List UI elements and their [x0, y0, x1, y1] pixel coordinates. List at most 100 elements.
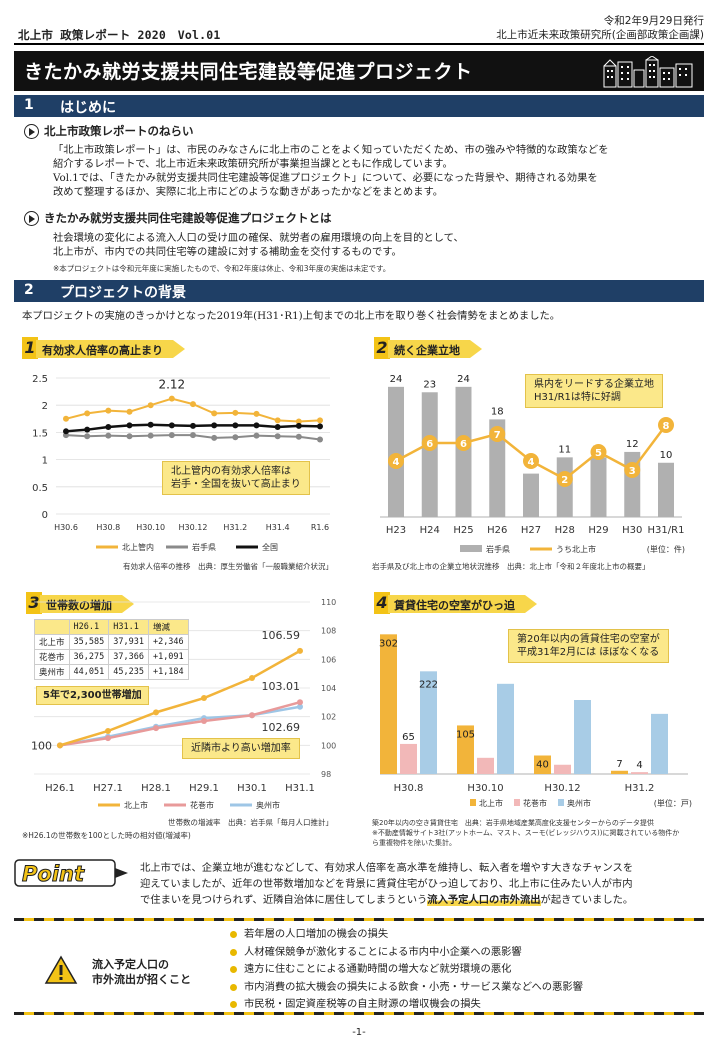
- peak-label: 2.12: [158, 378, 185, 392]
- table-header-row: H26.1 H31.1 増減: [34, 619, 189, 635]
- legend-label: 奥州市: [256, 800, 280, 810]
- data-point: [274, 417, 281, 424]
- data-point: [190, 432, 196, 439]
- y-tick-label: 102: [321, 713, 336, 722]
- household-table: H26.1 H31.1 増減 北上市 35,585 37,931 +2,346 …: [34, 619, 189, 680]
- table-cell: 37,931: [108, 634, 149, 650]
- impact-label-line: 市外流出が招くこと: [92, 973, 191, 986]
- chart1-svg: 0 0.5 1 1.5 2 2.5 H30.6 H30.8 H30.10 H30.12 H31.2 H…: [32, 374, 333, 571]
- bar: [380, 634, 397, 774]
- x-tick-label: H29: [588, 525, 608, 536]
- legend-label: 花巻市: [190, 800, 214, 810]
- bar: [658, 462, 674, 517]
- point-value-label: 7: [494, 430, 501, 441]
- data-point: [317, 423, 323, 430]
- x-tick-label: H31.1: [285, 783, 315, 794]
- chart2-title: 2 続く企業立地: [374, 337, 534, 360]
- data-point: [590, 444, 607, 460]
- point-value-label: 5: [595, 448, 602, 459]
- y-tick-label: 1: [42, 456, 48, 467]
- bar-value-label: 40: [536, 760, 549, 771]
- x-tick-label: H30.10: [467, 783, 503, 794]
- x-tick-label: H30: [622, 525, 642, 536]
- legend-label: 岩手県: [192, 542, 216, 552]
- table-cell: 45,235: [108, 664, 149, 680]
- point-value-label: 6: [460, 439, 467, 450]
- x-tick-label: H24: [420, 525, 440, 536]
- impact-list: 若年層の人口増加の機会の損失 人材確保競争が激化することによる市内中小企業への悪…: [228, 926, 583, 1014]
- play-circle-icon: [24, 124, 39, 139]
- end-value-label: 106.59: [262, 629, 301, 642]
- aim-line: 紹介するレポートで、北上市近未来政策研究所が事業担当課とともに作成しています。: [53, 158, 453, 170]
- bar-value-label: 11: [558, 444, 571, 455]
- table-cell: 36,275: [68, 649, 110, 665]
- x-tick-label: H29.1: [189, 783, 219, 794]
- x-tick-label: H28.1: [141, 783, 171, 794]
- x-tick-label: H23: [386, 525, 406, 536]
- bar: [421, 392, 438, 517]
- hazard-stripe-bottom: [14, 1012, 704, 1015]
- y-tick-label: 106: [321, 655, 336, 664]
- data-point: [105, 735, 111, 742]
- x-tick-label: H30.1: [237, 783, 267, 794]
- bar: [455, 386, 472, 517]
- bar: [590, 457, 607, 517]
- data-point: [126, 422, 133, 429]
- table-cell: 北上市: [34, 634, 70, 650]
- chart2-callout: 県内をリードする企業立地 H31/R1は特に好調: [525, 374, 663, 408]
- y-tick-label: 98: [321, 770, 331, 779]
- table-row: 北上市 35,585 37,931 +2,346: [34, 634, 189, 650]
- data-point: [232, 422, 239, 429]
- impact-label: 流入予定人口の 市外流出が招くこと: [92, 957, 191, 987]
- table-header-cell: H26.1: [68, 619, 110, 635]
- bar-value-label: 222: [419, 679, 438, 690]
- section-number: 1: [24, 97, 34, 113]
- title-bar: きたかみ就労支援共同住宅建設等促進プロジェクト: [14, 51, 704, 91]
- data-point: [105, 407, 112, 414]
- chart4-title: 4 賃貸住宅の空室がひっ迫: [374, 592, 564, 615]
- warning-icon: [44, 955, 78, 989]
- point-value-label: 6: [426, 439, 433, 450]
- bar: [388, 386, 404, 517]
- data-point: [556, 471, 573, 487]
- data-point: [190, 401, 196, 408]
- data-point: [297, 647, 303, 654]
- aim-line: 「北上市政策レポート」は、市民のみなさんに北上市のことをよく知っていただくため、…: [53, 144, 609, 156]
- section-number: 2: [24, 282, 34, 298]
- data-point: [388, 453, 404, 469]
- point-badge-svg: Point: [14, 859, 128, 887]
- unit-label: (単位：戸): [654, 798, 692, 808]
- play-circle-icon: [24, 211, 39, 226]
- bar: [523, 473, 539, 517]
- bar: [611, 770, 628, 774]
- page-title: きたかみ就労支援共同住宅建設等促進プロジェクト: [24, 61, 473, 83]
- y-tick-label: 100: [321, 741, 336, 750]
- bar-value-label: 12: [626, 439, 639, 450]
- subheading-project: きたかみ就労支援共同住宅建設等促進プロジェクトとは: [24, 210, 332, 226]
- series-line: [59, 649, 301, 747]
- bar-value-label: 23: [423, 379, 436, 390]
- data-point: [211, 434, 218, 441]
- y-tick-label: 1.5: [32, 428, 48, 439]
- x-tick-label: H30.8: [394, 783, 424, 794]
- callout-line: 北上管内の有効求人倍率は: [171, 466, 291, 477]
- x-tick-label: H25: [453, 525, 473, 536]
- chart3-footnote: ※H26.1の世帯数を100とした時の相対値(増減率): [22, 831, 191, 840]
- data-point: [84, 433, 91, 440]
- caption-line: ※不動産情報サイト3社(アットホーム、マスト、スーモ(ビレッジハウス))に掲載さ…: [372, 829, 680, 837]
- data-point: [153, 709, 159, 716]
- issue-date: 令和2年9月29日発行: [603, 15, 704, 27]
- section-header-1: 1 はじめに: [14, 95, 704, 117]
- chart2-svg: 24H2323H2424H2518H268H2711H2811H2912H301…: [372, 374, 685, 571]
- list-item: 人材確保競争が激化することによる市内中小企業への悪影響: [228, 944, 583, 962]
- bar: [497, 683, 514, 774]
- x-tick-label: H28: [555, 525, 575, 536]
- bar-value-label: 18: [491, 406, 504, 417]
- section-header-2: 2 プロジェクトの背景: [14, 280, 704, 302]
- x-tick-label: H26.1: [45, 783, 75, 794]
- point-value-label: 4: [528, 457, 535, 468]
- chart4-caption: 築20年以内の空き賃貸住宅 出典：岩手県地域産業高度化支援センターからのデータ提…: [372, 818, 679, 848]
- legend-label: 岩手県: [486, 544, 510, 554]
- point-text: 北上市では、企業立地が進むなどして、有効求人倍率を高水準を維持し、転入者を増やす…: [140, 860, 708, 908]
- x-tick-label: H31.4: [266, 523, 290, 532]
